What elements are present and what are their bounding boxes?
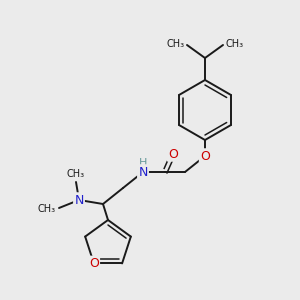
Text: CH₃: CH₃: [67, 169, 85, 179]
Text: H: H: [139, 158, 147, 168]
Text: O: O: [200, 149, 210, 163]
Text: CH₃: CH₃: [38, 204, 56, 214]
Text: CH₃: CH₃: [225, 39, 243, 49]
Text: N: N: [74, 194, 84, 206]
Text: O: O: [168, 148, 178, 160]
Text: O: O: [89, 257, 99, 270]
Text: CH₃: CH₃: [167, 39, 185, 49]
Text: N: N: [138, 166, 148, 178]
